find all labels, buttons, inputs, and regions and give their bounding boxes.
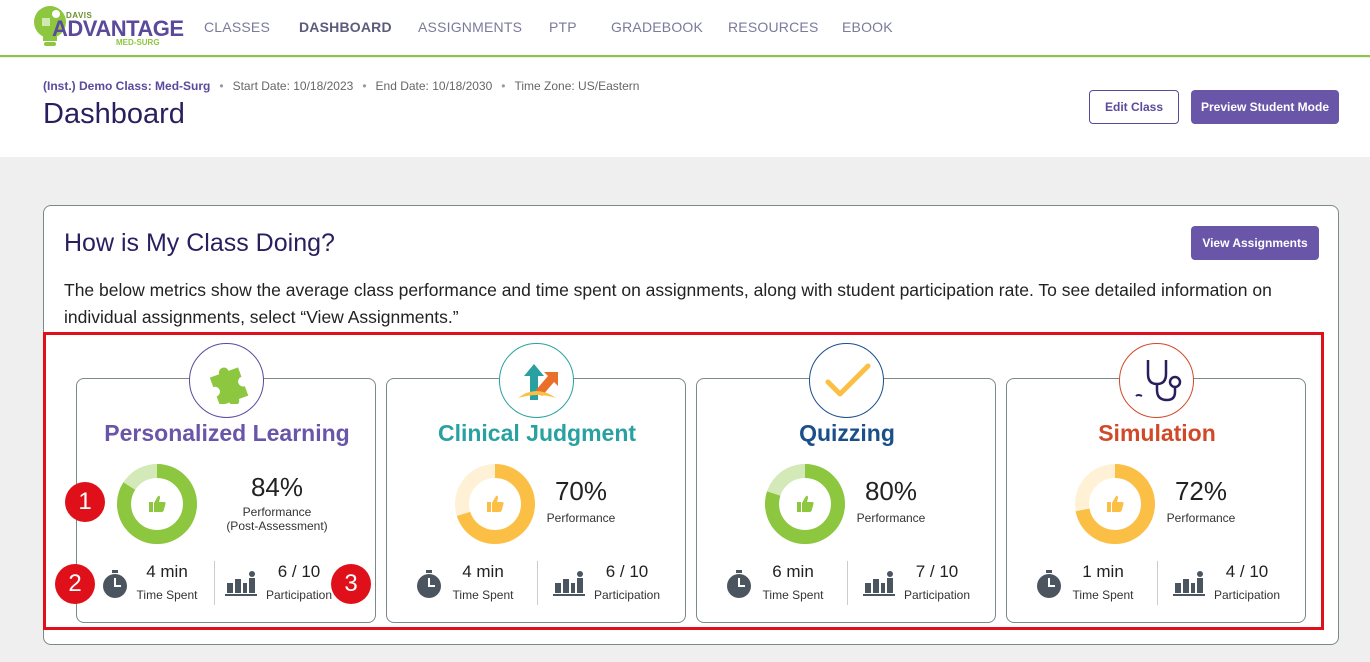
stat-divider (537, 561, 538, 605)
callout-badge-3: 3 (331, 564, 371, 604)
arrows-icon (499, 343, 574, 418)
time-spent-label: Time Spent (1072, 588, 1134, 602)
metric-title: Simulation (1098, 420, 1216, 446)
callout-badge-2: 2 (55, 564, 95, 604)
participation-icon (225, 571, 257, 596)
nav-ptp[interactable]: PTP (549, 19, 577, 35)
participation-value: 4 / 10 (1225, 562, 1269, 581)
overview-description: The below metrics show the average class… (64, 280, 1272, 327)
participation-label: Participation (593, 588, 661, 602)
participation-value: 6 / 10 (605, 562, 649, 581)
nav-assignments[interactable]: ASSIGNMENTS (418, 19, 523, 35)
metric-card-quizzing: Quizzing 80% Performance 6 min Time Spen… (696, 343, 996, 623)
highlight-box (43, 332, 1324, 630)
metric-title: Personalized Learning (104, 420, 350, 446)
participation-label: Participation (265, 588, 333, 602)
nav-classes[interactable]: CLASSES (204, 19, 270, 35)
top-nav: DAVIS ADVANTAGE MED-SURG CLASSES DASHBOA… (0, 0, 1370, 57)
page-header: (Inst.) Demo Class: Med-Surg • Start Date:… (0, 58, 1370, 157)
start-date: Start Date: 10/18/2023 (232, 79, 354, 93)
participation-label: Participation (903, 588, 971, 602)
time-spent-value: 4 min (462, 562, 504, 581)
performance-label: Performance (Post-Assessment) (226, 505, 328, 533)
performance-label: Performance (546, 511, 616, 525)
page-title: Dashboard (43, 98, 185, 130)
metric-card-clinical-judgment: Clinical Judgment 70% Performance 4 min … (386, 343, 686, 623)
logo-davis: DAVIS (66, 11, 93, 20)
time-spent-label: Time Spent (452, 588, 514, 602)
logo-sub: MED-SURG (116, 38, 160, 47)
stat-divider (214, 561, 215, 605)
end-date: End Date: 10/18/2030 (375, 79, 493, 93)
performance-label: Performance (856, 511, 926, 525)
performance-donut (1075, 464, 1155, 544)
time-spent-label: Time Spent (762, 588, 824, 602)
performance-donut (455, 464, 535, 544)
stopwatch-icon (727, 570, 751, 598)
time-spent-value: 6 min (772, 562, 814, 581)
performance-percent: 70% (554, 476, 608, 506)
participation-icon (1173, 571, 1205, 596)
davis-advantage-logo[interactable]: DAVIS ADVANTAGE MED-SURG (30, 2, 184, 52)
edit-class-button[interactable]: Edit Class (1089, 90, 1179, 124)
metric-card-personalized-learning: Personalized Learning 84% Performance (Po… (76, 343, 376, 623)
performance-percent: 80% (864, 476, 918, 506)
metric-title: Clinical Judgment (437, 420, 637, 446)
stopwatch-icon (103, 570, 127, 598)
performance-label: Performance (1166, 511, 1236, 525)
puzzle-icon (189, 343, 264, 418)
nav-gradebook[interactable]: GRADEBOOK (611, 19, 704, 35)
performance-percent: 84% (250, 472, 304, 502)
participation-icon (863, 571, 895, 596)
stat-divider (847, 561, 848, 605)
callout-badge-1: 1 (65, 482, 105, 522)
checkmark-icon (809, 343, 884, 418)
stopwatch-icon (417, 570, 441, 598)
nav-dashboard[interactable]: DASHBOARD (299, 19, 392, 35)
stat-divider (1157, 561, 1158, 605)
participation-value: 7 / 10 (915, 562, 959, 581)
overview-title: How is My Class Doing? (64, 229, 335, 257)
nav-resources[interactable]: RESOURCES (728, 19, 819, 35)
performance-donut (765, 464, 845, 544)
participation-icon (553, 571, 585, 596)
metric-card-simulation: Simulation 72% Performance 1 min Time Sp… (1006, 343, 1306, 623)
nav-ebook[interactable]: EBOOK (842, 19, 893, 35)
stethoscope-icon (1119, 343, 1194, 418)
metric-title: Quizzing (799, 420, 895, 446)
time-zone: Time Zone: US/Eastern (514, 79, 640, 93)
class-info: (Inst.) Demo Class: Med-Surg • Start Date:… (43, 79, 640, 93)
time-spent-label: Time Spent (136, 588, 198, 602)
time-spent-value: 4 min (146, 562, 188, 581)
performance-donut (117, 464, 197, 544)
stopwatch-icon (1037, 570, 1061, 598)
participation-label: Participation (1213, 588, 1281, 602)
lightbulb-puzzle-icon (34, 6, 66, 46)
participation-value: 6 / 10 (277, 562, 321, 581)
preview-student-mode-button[interactable]: Preview Student Mode (1191, 90, 1339, 124)
time-spent-value: 1 min (1082, 562, 1124, 581)
view-assignments-button[interactable]: View Assignments (1191, 226, 1319, 260)
logo-brand: ADVANTAGE (52, 16, 184, 41)
class-name: (Inst.) Demo Class: Med-Surg (43, 79, 211, 93)
performance-percent: 72% (1174, 476, 1228, 506)
